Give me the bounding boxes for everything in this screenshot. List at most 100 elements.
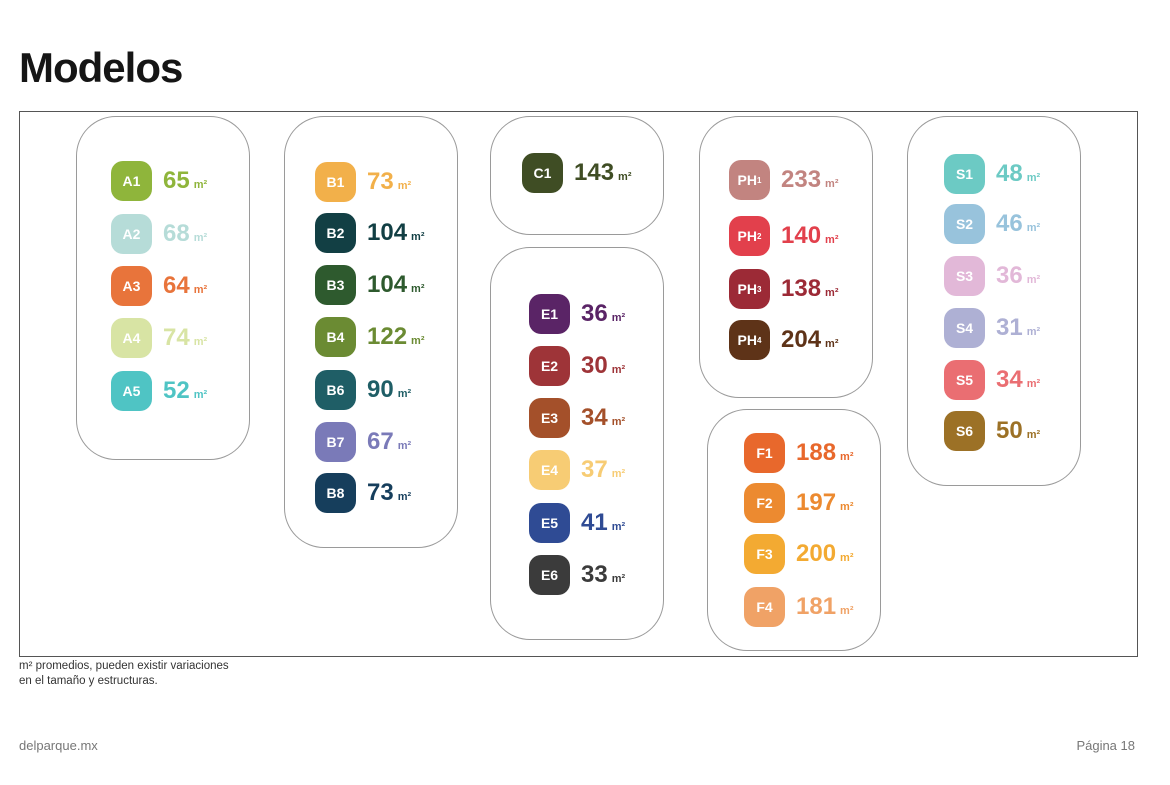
model-code: PH xyxy=(737,281,757,297)
model-f4: F4 181 m² xyxy=(744,587,854,627)
area-value: 122 xyxy=(367,323,408,350)
area-unit: m² xyxy=(840,552,854,564)
model-code: F1 xyxy=(756,445,773,461)
model-s4: S4 31 m² xyxy=(944,308,1040,348)
area-value: 233 xyxy=(781,166,822,193)
area-value: 67 xyxy=(367,428,394,455)
model-code: PH xyxy=(737,332,757,348)
model-area: 73 m² xyxy=(367,479,411,507)
area-unit: m² xyxy=(193,336,208,348)
model-b2: B2 104 m² xyxy=(315,213,425,253)
model-area: 74 m² xyxy=(163,324,207,352)
area-unit: m² xyxy=(1026,222,1041,234)
model-badge: A2 xyxy=(111,214,152,254)
model-badge: B8 xyxy=(315,473,356,513)
model-f2: F2 197 m² xyxy=(744,483,854,523)
model-f3: F3 200 m² xyxy=(744,534,854,574)
area-unit: m² xyxy=(193,232,208,244)
model-area: 34 m² xyxy=(996,366,1040,394)
model-b8: B8 73 m² xyxy=(315,473,411,513)
model-code: S6 xyxy=(955,423,974,439)
area-unit: m² xyxy=(193,389,208,401)
model-area: 50 m² xyxy=(996,417,1040,445)
area-value: 36 xyxy=(581,300,608,327)
area-value: 73 xyxy=(367,168,394,195)
model-area: 122 m² xyxy=(367,323,425,351)
area-value: 104 xyxy=(367,219,408,246)
area-unit: m² xyxy=(397,491,412,503)
model-code: A2 xyxy=(122,226,141,242)
model-s1: S1 48 m² xyxy=(944,154,1040,194)
model-area: 73 m² xyxy=(367,168,411,196)
model-s3: S3 36 m² xyxy=(944,256,1040,296)
model-area: 34 m² xyxy=(581,404,625,432)
model-code: F2 xyxy=(756,495,773,511)
area-unit: m² xyxy=(840,451,854,463)
area-value: 73 xyxy=(367,479,394,506)
area-unit: m² xyxy=(397,388,412,400)
group-s xyxy=(907,116,1081,486)
area-value: 36 xyxy=(996,262,1023,289)
model-area: 64 m² xyxy=(163,272,207,300)
model-e1: E1 36 m² xyxy=(529,294,625,334)
area-value: 46 xyxy=(996,210,1023,237)
area-value: 200 xyxy=(796,540,837,567)
group-ph xyxy=(699,116,873,398)
model-badge: F3 xyxy=(744,534,785,574)
model-area: 188 m² xyxy=(796,439,854,467)
site-url: delparque.mx xyxy=(19,738,98,753)
area-value: 37 xyxy=(581,456,608,483)
area-value: 30 xyxy=(581,352,608,379)
model-area: 30 m² xyxy=(581,352,625,380)
model-code-subscript: 4 xyxy=(757,335,762,345)
model-s6: S6 50 m² xyxy=(944,411,1040,451)
model-ph3: PH 3 138 m² xyxy=(729,269,839,309)
model-b1: B1 73 m² xyxy=(315,162,411,202)
model-code: S3 xyxy=(955,268,974,284)
group-b xyxy=(284,116,458,548)
area-unit: m² xyxy=(411,231,425,243)
model-badge: E2 xyxy=(529,346,570,386)
model-badge: E6 xyxy=(529,555,570,595)
area-value: 143 xyxy=(574,159,615,186)
model-area: 200 m² xyxy=(796,540,854,568)
area-value: 204 xyxy=(781,326,822,353)
area-unit: m² xyxy=(1026,172,1041,184)
model-badge: E5 xyxy=(529,503,570,543)
model-a3: A3 64 m² xyxy=(111,266,207,306)
model-area: 37 m² xyxy=(581,456,625,484)
model-code: A5 xyxy=(122,383,141,399)
area-value: 52 xyxy=(163,377,190,404)
model-badge: S2 xyxy=(944,204,985,244)
model-badge: S4 xyxy=(944,308,985,348)
model-badge: A4 xyxy=(111,318,152,358)
model-area: 104 m² xyxy=(367,219,425,247)
area-unit: m² xyxy=(825,338,839,350)
model-badge: S1 xyxy=(944,154,985,194)
page-title: Modelos xyxy=(19,44,183,91)
model-code: A1 xyxy=(122,173,141,189)
model-area: 33 m² xyxy=(581,561,625,589)
model-badge: F1 xyxy=(744,433,785,473)
model-s2: S2 46 m² xyxy=(944,204,1040,244)
model-badge: PH 3 xyxy=(729,269,770,309)
model-area: 204 m² xyxy=(781,326,839,354)
area-unit: m² xyxy=(611,416,626,428)
group-e xyxy=(490,247,664,640)
model-code: S5 xyxy=(955,372,974,388)
group-c xyxy=(490,116,664,235)
model-code: F3 xyxy=(756,546,773,562)
area-value: 188 xyxy=(796,439,837,466)
model-area: 233 m² xyxy=(781,166,839,194)
model-area: 197 m² xyxy=(796,489,854,517)
model-badge: B1 xyxy=(315,162,356,202)
area-value: 65 xyxy=(163,167,190,194)
model-code-subscript: 1 xyxy=(757,175,762,185)
area-unit: m² xyxy=(825,287,839,299)
area-value: 41 xyxy=(581,509,608,536)
area-unit: m² xyxy=(397,440,412,452)
area-unit: m² xyxy=(1026,326,1041,338)
model-area: 68 m² xyxy=(163,220,207,248)
model-code: A4 xyxy=(122,330,141,346)
model-area: 143 m² xyxy=(574,159,632,187)
